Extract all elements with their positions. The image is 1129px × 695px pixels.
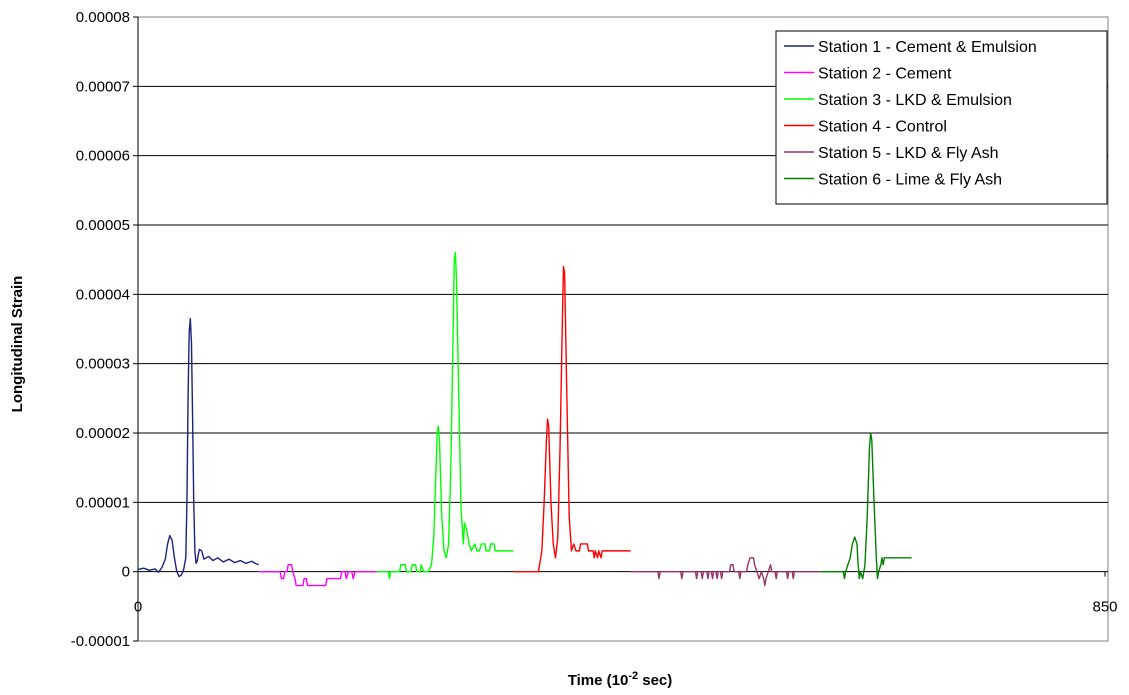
y-tick-label: 0.00002: [76, 425, 130, 442]
y-tick-label: 0.00004: [76, 286, 130, 303]
y-tick-label: 0.00006: [76, 148, 130, 165]
y-tick-label: 0.00008: [76, 9, 130, 26]
legend-label: Station 6 - Lime & Fly Ash: [818, 172, 1002, 189]
x-axis-title-end: sec): [638, 672, 672, 689]
x-axis-title-main: Time (10: [568, 672, 629, 689]
y-tick-labels: 0.00008 0.00007 0.00006 0.00005 0.00004 0.000…: [71, 9, 138, 650]
x-tick-labels: 0 850: [134, 571, 1118, 616]
legend-label: Station 2 - Cement: [818, 66, 952, 83]
legend-label: Station 4 - Control: [818, 119, 947, 136]
series-line-station-2: [258, 564, 377, 587]
series-line-station-4: [513, 265, 631, 573]
y-tick-label: 0.00001: [76, 494, 130, 511]
legend-box: [775, 30, 1108, 205]
y-tick-label: -0.00001: [71, 633, 130, 650]
series-line-station-1: [137, 317, 259, 578]
y-tick-label: 0.00003: [76, 356, 130, 373]
x-tick-label: 850: [1092, 599, 1117, 616]
x-tick-label: 0: [134, 599, 142, 616]
series-lines: [137, 252, 912, 587]
series-line-station-5: [630, 557, 821, 587]
legend-label: Station 3 - LKD & Emulsion: [818, 92, 1012, 109]
x-axis-title: Time (10-2 sec): [568, 670, 673, 689]
series-line-station-6: [820, 432, 912, 580]
y-tick-label: 0.00007: [76, 78, 130, 95]
series-line-station-3: [376, 252, 514, 580]
legend-label: Station 1 - Cement & Emulsion: [818, 39, 1037, 56]
y-tick-label: 0.00005: [76, 217, 130, 234]
legend: Station 1 - Cement & Emulsion Station 2 -…: [775, 30, 1108, 205]
legend-label: Station 5 - LKD & Fly Ash: [818, 145, 999, 162]
y-tick-label: 0: [122, 564, 130, 581]
x-axis-title-sup: -2: [628, 670, 638, 682]
y-axis-title: Longitudinal Strain: [9, 276, 26, 413]
